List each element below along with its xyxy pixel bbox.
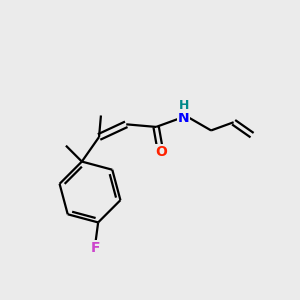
Text: H: H: [179, 99, 189, 112]
Text: O: O: [156, 145, 168, 159]
Text: N: N: [178, 111, 190, 125]
Text: F: F: [91, 241, 100, 255]
